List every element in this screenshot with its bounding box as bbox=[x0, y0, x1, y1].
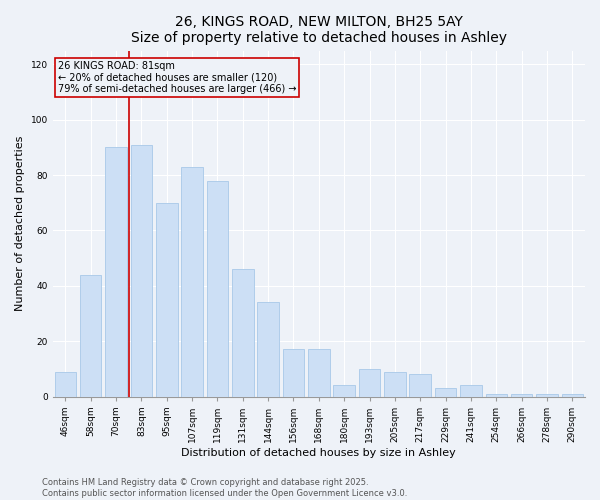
X-axis label: Distribution of detached houses by size in Ashley: Distribution of detached houses by size … bbox=[181, 448, 456, 458]
Bar bbox=[435, 388, 457, 396]
Bar bbox=[131, 144, 152, 396]
Bar bbox=[359, 369, 380, 396]
Bar bbox=[257, 302, 279, 396]
Bar bbox=[283, 350, 304, 397]
Bar bbox=[562, 394, 583, 396]
Bar bbox=[308, 350, 329, 397]
Bar bbox=[55, 372, 76, 396]
Bar bbox=[156, 203, 178, 396]
Y-axis label: Number of detached properties: Number of detached properties bbox=[15, 136, 25, 311]
Bar bbox=[105, 148, 127, 396]
Bar bbox=[232, 269, 254, 396]
Bar bbox=[80, 274, 101, 396]
Bar bbox=[409, 374, 431, 396]
Bar bbox=[460, 386, 482, 396]
Bar bbox=[485, 394, 507, 396]
Bar bbox=[511, 394, 532, 396]
Title: 26, KINGS ROAD, NEW MILTON, BH25 5AY
Size of property relative to detached house: 26, KINGS ROAD, NEW MILTON, BH25 5AY Siz… bbox=[131, 15, 507, 45]
Bar bbox=[536, 394, 558, 396]
Bar bbox=[181, 167, 203, 396]
Bar bbox=[334, 386, 355, 396]
Text: Contains HM Land Registry data © Crown copyright and database right 2025.
Contai: Contains HM Land Registry data © Crown c… bbox=[42, 478, 407, 498]
Bar bbox=[384, 372, 406, 396]
Bar bbox=[206, 180, 228, 396]
Text: 26 KINGS ROAD: 81sqm
← 20% of detached houses are smaller (120)
79% of semi-deta: 26 KINGS ROAD: 81sqm ← 20% of detached h… bbox=[58, 61, 296, 94]
